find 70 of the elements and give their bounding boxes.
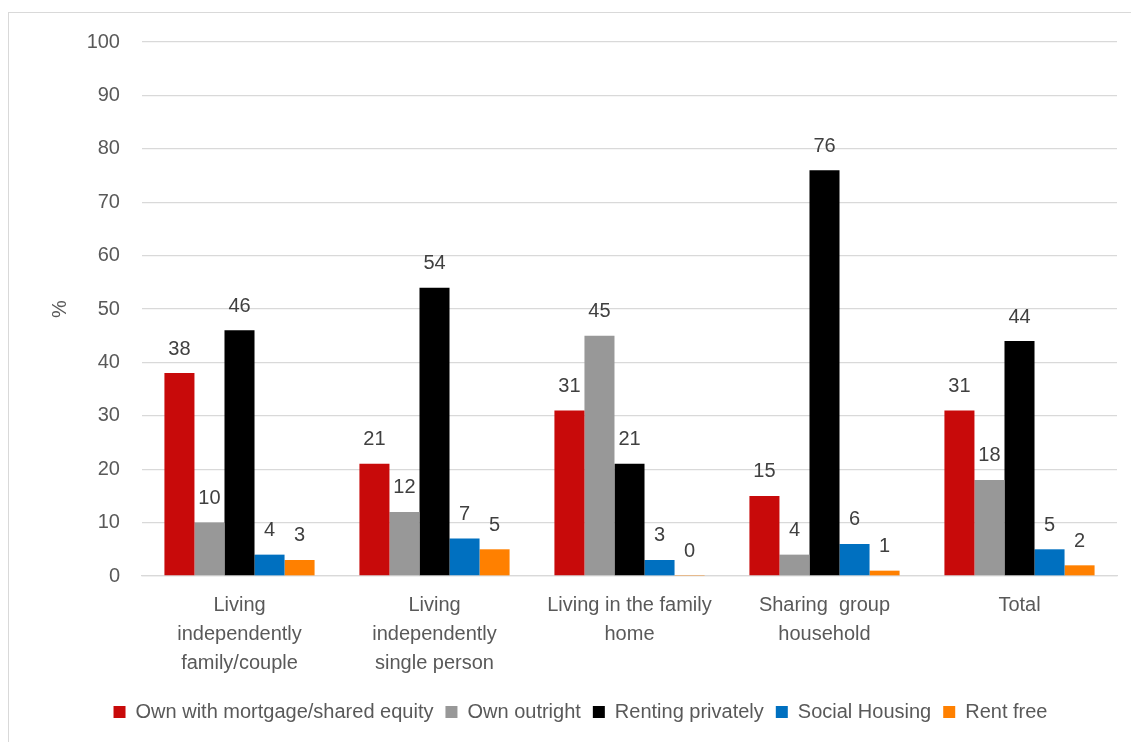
- x-tick-label: Total: [998, 593, 1041, 616]
- bar: [809, 170, 840, 576]
- legend-label: Social Housing: [797, 699, 932, 722]
- data-label: 12: [393, 475, 416, 498]
- y-tick-label: 90: [97, 82, 120, 105]
- bar: [749, 495, 780, 576]
- data-label: 6: [848, 507, 861, 530]
- x-tick-label: Living independently family/couple: [177, 593, 302, 674]
- data-label: 3: [653, 523, 666, 546]
- bar: [839, 543, 870, 576]
- data-label: 4: [263, 518, 276, 541]
- bar: [584, 335, 615, 576]
- data-label: 2: [1074, 528, 1086, 551]
- data-label: 5: [1043, 512, 1056, 535]
- data-label: 4: [788, 518, 801, 541]
- data-label: 3: [294, 523, 306, 546]
- data-label: 7: [458, 502, 471, 525]
- y-tick-label: 50: [97, 296, 120, 319]
- bar: [1064, 565, 1095, 576]
- y-tick-label: 100: [86, 29, 120, 52]
- bar: [479, 549, 510, 576]
- data-label: 21: [363, 427, 386, 450]
- y-tick-label: 60: [97, 243, 120, 266]
- bar: [389, 511, 420, 576]
- bar: [164, 373, 195, 576]
- data-label: 21: [618, 427, 641, 450]
- y-axis-title: %: [47, 299, 70, 318]
- data-label: 45: [588, 299, 611, 322]
- bar: [1004, 341, 1035, 576]
- y-tick-label: 20: [97, 456, 120, 479]
- bar: [644, 559, 675, 576]
- data-label: 1: [879, 534, 891, 557]
- legend-label: Renting privately: [614, 699, 764, 722]
- bar: [554, 410, 585, 576]
- data-label: 10: [198, 486, 221, 509]
- legend-label: Rent free: [965, 699, 1048, 722]
- x-tick-label: Sharing group household: [758, 593, 891, 645]
- data-label: 0: [684, 538, 696, 561]
- legend-label: Own with mortgage/shared equity: [135, 699, 434, 722]
- data-label: 5: [489, 512, 501, 535]
- bar: [449, 538, 480, 576]
- legend-label: Own outright: [467, 699, 582, 722]
- y-tick-label: 0: [108, 563, 120, 586]
- bar: [419, 287, 450, 576]
- data-label: 15: [753, 459, 776, 482]
- y-tick-label: 40: [97, 349, 120, 372]
- data-label: 31: [558, 373, 581, 396]
- bar: [974, 479, 1005, 576]
- bar: [614, 463, 645, 576]
- data-label: 38: [168, 336, 191, 359]
- bar: [1034, 549, 1065, 576]
- x-tick-label: Living independently single person: [372, 593, 497, 674]
- data-label: 31: [948, 373, 971, 396]
- data-label: 46: [228, 293, 251, 316]
- bar: [944, 410, 975, 576]
- bar: [224, 330, 255, 576]
- y-tick-label: 30: [97, 403, 120, 426]
- bar: [779, 554, 810, 576]
- bar: [284, 559, 315, 576]
- bar: [194, 522, 225, 576]
- y-tick-label: 70: [97, 189, 120, 212]
- data-label: 44: [1008, 304, 1031, 327]
- data-label: 76: [813, 133, 836, 156]
- y-tick-label: 10: [97, 510, 120, 533]
- bar: [254, 554, 285, 576]
- x-tick-label: Living in the family home: [547, 593, 712, 645]
- data-label: 54: [423, 251, 446, 274]
- bar: [359, 463, 390, 576]
- data-label: 18: [978, 443, 1001, 466]
- y-tick-label: 80: [97, 136, 120, 159]
